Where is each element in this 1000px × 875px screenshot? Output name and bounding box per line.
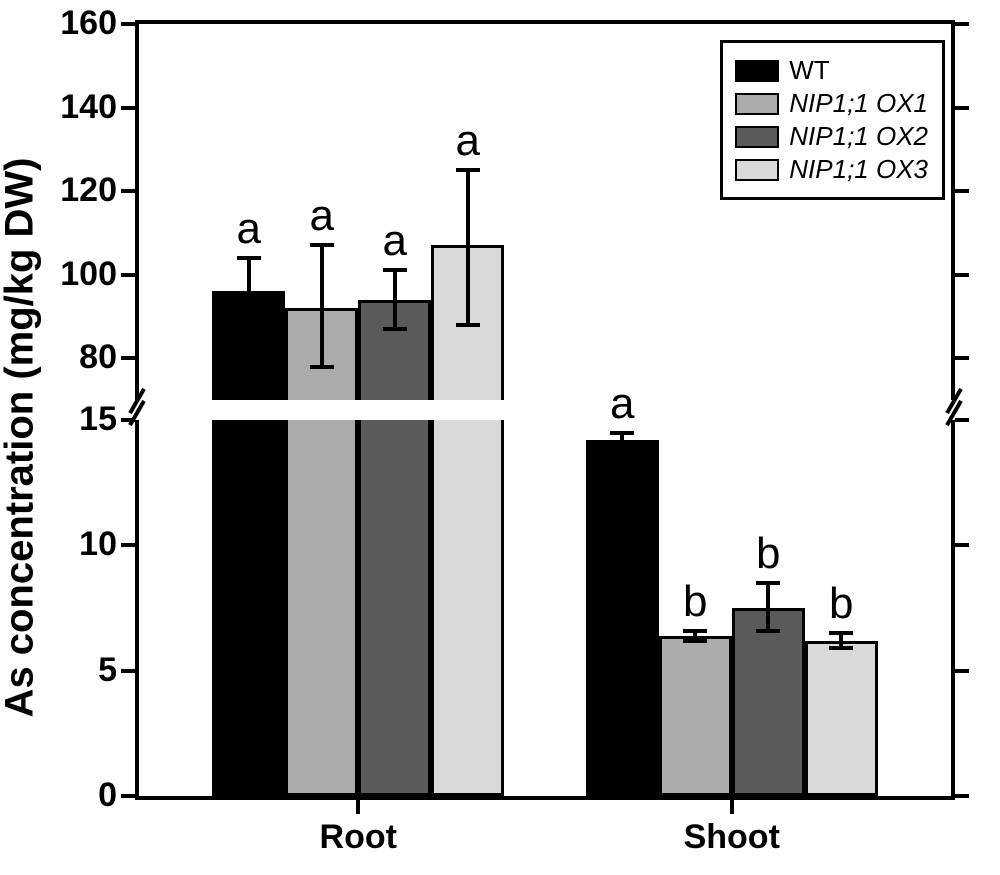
bar [586, 440, 659, 796]
y-tick-lower-right [955, 543, 969, 547]
y-tick-lower [121, 543, 135, 547]
x-tick-label: Root [278, 818, 438, 857]
error-bar-cap [610, 443, 634, 447]
legend-row: WT [735, 55, 928, 86]
y-tick-label-upper: 120 [57, 171, 117, 210]
bar [358, 420, 431, 796]
legend-row: NIP1;1 OX2 [735, 121, 928, 152]
error-bar-cap [683, 629, 707, 633]
y-tick-label-lower: 15 [57, 400, 117, 439]
y-tick-upper [121, 273, 135, 277]
y-tick-lower [121, 794, 135, 798]
y-tick-label-upper: 160 [57, 4, 117, 43]
bar [285, 420, 358, 796]
significance-letter: a [300, 191, 344, 241]
error-bar-cap [610, 431, 634, 435]
error-bar-cap [237, 256, 261, 260]
error-bar-cap [237, 319, 261, 323]
significance-letter: a [600, 379, 644, 429]
significance-letter: a [227, 204, 271, 254]
y-tick-lower [121, 418, 135, 422]
y-tick-upper-right [955, 22, 969, 26]
y-tick-lower [121, 669, 135, 673]
legend-label: NIP1;1 OX3 [789, 154, 928, 185]
legend-label: NIP1;1 OX1 [789, 88, 928, 119]
error-bar-cap [683, 639, 707, 643]
y-tick-label-upper: 100 [57, 255, 117, 294]
significance-letter: a [446, 116, 490, 166]
error-bar-cap [310, 365, 334, 369]
error-bar-cap [383, 327, 407, 331]
legend-row: NIP1;1 OX1 [735, 88, 928, 119]
error-bar-cap [756, 581, 780, 585]
bar [659, 636, 732, 796]
legend-label: NIP1;1 OX2 [789, 121, 928, 152]
y-tick-upper [121, 106, 135, 110]
error-bar-cap [829, 646, 853, 650]
error-bar [247, 258, 251, 321]
error-bar-cap [829, 631, 853, 635]
error-bar [393, 270, 397, 328]
bar [212, 420, 285, 796]
x-tick [356, 800, 360, 814]
bar [805, 641, 878, 796]
bar [431, 420, 504, 796]
x-tick [730, 800, 734, 814]
y-tick-lower-right [955, 669, 969, 673]
legend: WTNIP1;1 OX1NIP1;1 OX2NIP1;1 OX3 [720, 40, 945, 200]
bar [732, 608, 805, 796]
error-bar [320, 245, 324, 366]
y-tick-upper-right [955, 106, 969, 110]
legend-swatch [735, 60, 779, 82]
significance-letter: b [746, 529, 790, 579]
significance-letter: a [373, 216, 417, 266]
y-tick-upper [121, 189, 135, 193]
y-tick-label-lower: 10 [57, 525, 117, 564]
error-bar-cap [756, 629, 780, 633]
error-bar [466, 170, 470, 325]
y-tick-upper-right [955, 189, 969, 193]
legend-row: NIP1;1 OX3 [735, 154, 928, 185]
legend-swatch [735, 126, 779, 148]
chart-container: As concentration (mg/kg DW) WTNIP1;1 OX1… [0, 0, 1000, 875]
error-bar-cap [383, 268, 407, 272]
y-axis-title: As concentration (mg/kg DW) [0, 0, 50, 875]
y-tick-upper [121, 22, 135, 26]
y-tick-upper-right [955, 273, 969, 277]
significance-letter: b [673, 577, 717, 627]
error-bar-cap [310, 243, 334, 247]
y-tick-label-lower: 0 [57, 776, 117, 815]
y-tick-lower-right [955, 794, 969, 798]
y-tick-label-lower: 5 [57, 651, 117, 690]
y-tick-upper-right [955, 356, 969, 360]
error-bar-cap [456, 168, 480, 172]
y-tick-upper [121, 356, 135, 360]
x-tick-label: Shoot [652, 818, 812, 857]
error-bar-cap [456, 323, 480, 327]
significance-letter: b [819, 579, 863, 629]
legend-swatch [735, 159, 779, 181]
y-axis-title-text: As concentration (mg/kg DW) [0, 157, 43, 717]
legend-swatch [735, 93, 779, 115]
y-tick-lower-right [955, 418, 969, 422]
y-tick-label-upper: 140 [57, 88, 117, 127]
y-tick-label-upper: 80 [57, 338, 117, 377]
error-bar [766, 583, 770, 631]
legend-label: WT [789, 55, 829, 86]
